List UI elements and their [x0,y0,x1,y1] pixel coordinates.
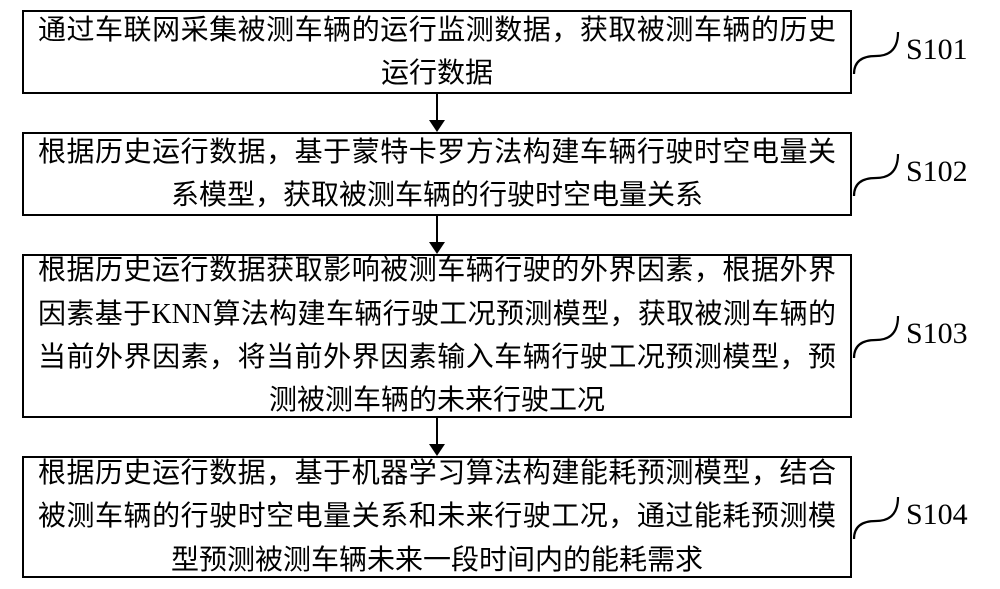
flow-node-label-wrap: S103 [906,317,968,351]
flow-node-label-wrap: S101 [906,33,968,67]
flow-node-text: 通过车联网采集被测车辆的运行监测数据，获取被测车辆的历史运行数据 [38,9,836,96]
flow-node-label: S101 [906,33,968,67]
arrow-down-icon [0,94,1000,132]
flow-node-label: S104 [906,498,968,532]
brace-icon [852,30,900,74]
brace-icon [852,152,900,196]
flow-node-text: 根据历史运行数据，基于机器学习算法构建能耗预测模型，结合被测车辆的行驶时空电量关… [38,452,836,582]
flow-node-s104: 根据历史运行数据，基于机器学习算法构建能耗预测模型，结合被测车辆的行驶时空电量关… [22,456,852,578]
arrow-down-icon [0,418,1000,456]
flow-node-text: 根据历史运行数据，基于蒙特卡罗方法构建车辆行驶时空电量关系模型，获取被测车辆的行… [38,131,836,218]
flow-node-s102: 根据历史运行数据，基于蒙特卡罗方法构建车辆行驶时空电量关系模型，获取被测车辆的行… [22,132,852,216]
flow-node-s101: 通过车联网采集被测车辆的运行监测数据，获取被测车辆的历史运行数据 [22,10,852,94]
brace-icon [852,495,900,539]
brace-icon [852,314,900,358]
flow-node-text: 根据历史运行数据获取影响被测车辆行驶的外界因素，根据外界因素基于KNN算法构建车… [38,249,836,423]
flow-node-label-wrap: S104 [906,498,968,532]
flow-node-label-wrap: S102 [906,155,968,189]
flow-node-label: S103 [906,317,968,351]
flowchart-canvas: 通过车联网采集被测车辆的运行监测数据，获取被测车辆的历史运行数据 S101 根据历史… [0,0,1000,589]
flow-node-s103: 根据历史运行数据获取影响被测车辆行驶的外界因素，根据外界因素基于KNN算法构建车… [22,254,852,418]
flow-node-label: S102 [906,155,968,189]
